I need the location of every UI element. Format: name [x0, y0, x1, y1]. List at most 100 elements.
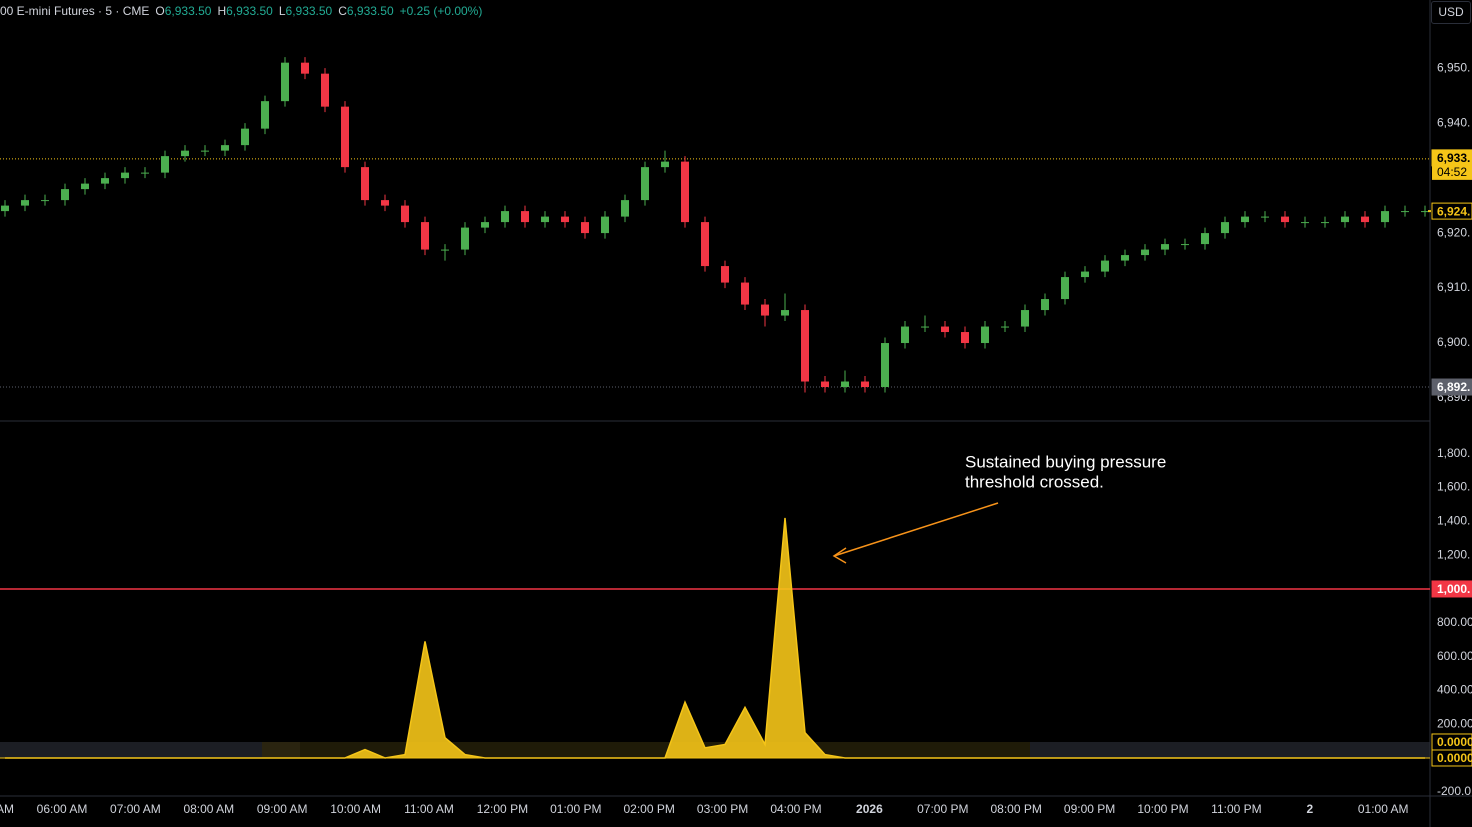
- candle-body: [521, 211, 529, 223]
- candle-body: [481, 222, 489, 228]
- x-tick-label: 01:00 PM: [550, 802, 601, 816]
- candle-body: [441, 249, 449, 251]
- x-tick-label: 07:00 PM: [917, 802, 968, 816]
- x-tick-label: 07:00 AM: [110, 802, 161, 816]
- y-tick-label: -200.0: [1437, 784, 1471, 798]
- candle-body: [21, 200, 29, 206]
- candle-body: [1201, 233, 1209, 245]
- x-tick-label: 02:00 PM: [624, 802, 675, 816]
- candle-body: [881, 343, 889, 388]
- candle-body: [41, 200, 49, 202]
- ohlc-key: L: [278, 4, 286, 18]
- candle-body: [1121, 255, 1129, 261]
- candle-body: [121, 172, 129, 179]
- y-tick-label: 1,600.: [1437, 480, 1470, 494]
- candle-body: [561, 216, 569, 223]
- candle-body: [321, 73, 329, 107]
- value-badge: 0.0000: [1437, 751, 1472, 765]
- candle-body: [361, 167, 369, 201]
- x-tick-label: 04:00 PM: [770, 802, 821, 816]
- candle-body: [141, 172, 149, 174]
- candle-body: [701, 222, 709, 267]
- candle-body: [721, 266, 729, 283]
- annotation-arrowhead: [832, 547, 847, 564]
- x-tick-label: 11:00 AM: [404, 802, 454, 816]
- candle-body: [1301, 222, 1309, 224]
- candle-body: [461, 227, 469, 250]
- candle-body: [901, 326, 909, 344]
- candle-body: [1161, 244, 1169, 250]
- ohlc-value: 6,933.50: [285, 4, 333, 18]
- candle-body: [401, 205, 409, 223]
- candle-body: [381, 200, 389, 206]
- candle-body: [601, 216, 609, 234]
- candle-body: [501, 211, 509, 223]
- price-badge-bg: [1431, 378, 1472, 396]
- y-tick-label: 6,950.: [1437, 60, 1470, 74]
- candle-body: [1401, 211, 1409, 213]
- candle-body: [961, 332, 969, 344]
- candle-body: [801, 310, 809, 382]
- candle-body: [1241, 216, 1249, 223]
- candle-body: [921, 326, 929, 328]
- x-tick-label: 2026: [856, 802, 883, 816]
- candle-body: [1001, 326, 1009, 328]
- change: +0.25 (+0.00%): [399, 4, 483, 18]
- threshold-badge: 1,000.: [1437, 582, 1470, 596]
- symbol: 00 E-mini Futures · 5 · CME: [0, 4, 150, 18]
- y-tick-label: 1,400.: [1437, 514, 1470, 528]
- ohlc-value: 6,933.50: [164, 4, 212, 18]
- candle-body: [1061, 277, 1069, 300]
- header: 00 E-mini Futures · 5 · CME O6,933.50 H6,9…: [0, 4, 482, 18]
- candle-body: [981, 326, 989, 344]
- candle-body: [341, 106, 349, 168]
- candle-body: [1421, 211, 1429, 213]
- candle-body: [161, 156, 169, 173]
- y-tick-label: 1,800.: [1437, 446, 1470, 460]
- y-tick-label: 600.00: [1437, 649, 1472, 663]
- candle-body: [221, 145, 229, 151]
- x-tick-label: 2: [1306, 802, 1313, 816]
- candle-body: [61, 189, 69, 201]
- candle-body: [861, 381, 869, 388]
- candle-body: [181, 150, 189, 157]
- band: [300, 742, 1030, 758]
- y-tick-label: 6,940.: [1437, 115, 1470, 129]
- value-badge: 0.0000: [1437, 735, 1472, 749]
- x-tick-label: 01:00 AM: [1358, 802, 1409, 816]
- candle-body: [241, 128, 249, 146]
- candle-body: [261, 101, 269, 129]
- x-tick-label: 09:00 PM: [1064, 802, 1115, 816]
- countdown-bg: [1432, 164, 1472, 180]
- candle-body: [201, 150, 209, 152]
- annotation-arrow: [833, 502, 999, 557]
- y-tick-label: 1,200.: [1437, 547, 1470, 561]
- annotation: Sustained buying pressure: [965, 452, 1166, 471]
- area-fill: [5, 517, 1425, 758]
- candle-body: [641, 167, 649, 201]
- candle-body: [1381, 211, 1389, 223]
- value-badge-bg: [1431, 733, 1472, 751]
- candle-body: [781, 310, 789, 316]
- ohlc-value: 6,933.50: [226, 4, 273, 18]
- x-tick-label: 08:00 PM: [991, 802, 1042, 816]
- candle-body: [661, 161, 669, 168]
- candle-body: [681, 161, 689, 223]
- price-badge: 6,892.: [1437, 380, 1470, 394]
- candle-body: [1361, 216, 1369, 223]
- candle-body: [761, 304, 769, 316]
- ohlc-value: 6,933.50: [346, 4, 394, 18]
- ohlc-key: H: [217, 4, 227, 18]
- candle-body: [1221, 222, 1229, 234]
- x-tick-label: 08:00 AM: [183, 802, 234, 816]
- candle-body: [541, 216, 549, 223]
- currency-button[interactable]: USD: [1431, 1, 1471, 24]
- x-tick-label: 12:00 PM: [477, 802, 528, 816]
- candle-body: [1181, 244, 1189, 246]
- x-tick-label: 03:00 PM: [697, 802, 748, 816]
- candle-body: [281, 62, 289, 102]
- countdown: 04:52: [1437, 165, 1467, 179]
- last-price-badge-bg: [1431, 202, 1472, 220]
- threshold-badge-bg: [1431, 580, 1472, 598]
